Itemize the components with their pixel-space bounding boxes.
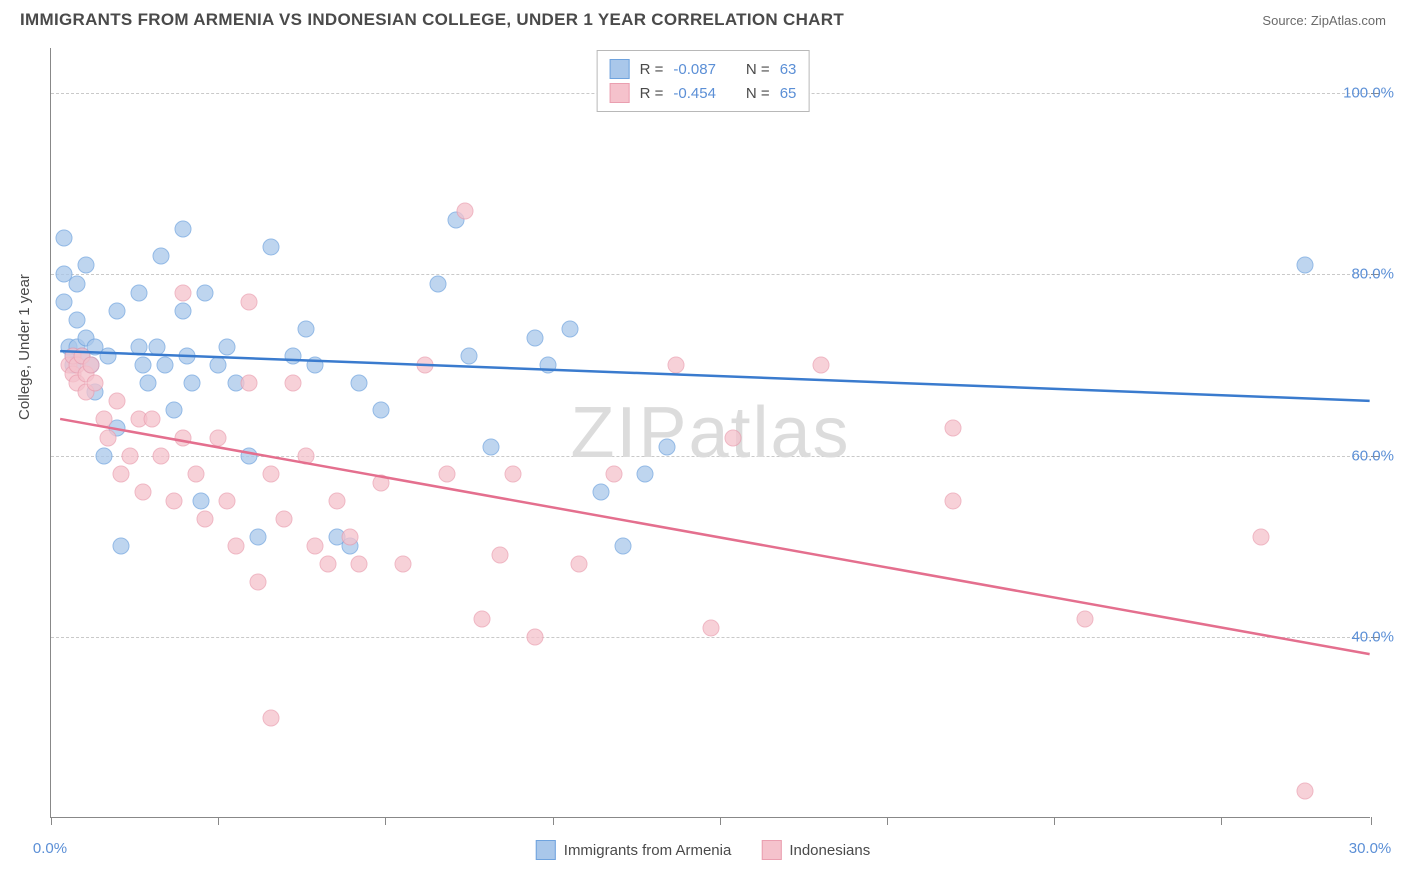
legend-stats-row: R = -0.087 N = 63 [610,57,797,81]
x-tick [385,817,386,825]
legend-series: Immigrants from Armenia Indonesians [536,840,870,860]
x-tick [553,817,554,825]
n-label: N = [746,85,770,102]
correlation-chart: ZIPatlas [50,48,1370,818]
trend-line [60,419,1369,654]
legend-swatch [761,840,781,860]
legend-swatch [610,83,630,103]
n-value: 63 [780,61,797,78]
x-tick [218,817,219,825]
legend-series-label: Indonesians [789,842,870,859]
source-label: Source: [1262,13,1307,28]
x-tick-label: 0.0% [33,840,67,857]
n-value: 65 [780,85,797,102]
x-tick [1221,817,1222,825]
header: IMMIGRANTS FROM ARMENIA VS INDONESIAN CO… [0,0,1406,36]
n-label: N = [746,61,770,78]
legend-stats: R = -0.087 N = 63 R = -0.454 N = 65 [597,50,810,112]
chart-svg [51,48,1370,817]
legend-series-label: Immigrants from Armenia [564,842,732,859]
legend-swatch [610,59,630,79]
r-value: -0.454 [673,85,716,102]
source-attribution: Source: ZipAtlas.com [1262,13,1386,28]
legend-series-item: Immigrants from Armenia [536,840,732,860]
r-value: -0.087 [673,61,716,78]
page-title: IMMIGRANTS FROM ARMENIA VS INDONESIAN CO… [20,10,844,30]
trend-line [60,351,1369,401]
x-tick [1371,817,1372,825]
x-tick [887,817,888,825]
x-tick-label: 30.0% [1349,840,1392,857]
x-tick [51,817,52,825]
r-label: R = [640,85,664,102]
y-axis-label: College, Under 1 year [16,274,33,420]
x-tick [720,817,721,825]
legend-swatch [536,840,556,860]
source-name: ZipAtlas.com [1311,13,1386,28]
x-tick [1054,817,1055,825]
r-label: R = [640,61,664,78]
legend-stats-row: R = -0.454 N = 65 [610,81,797,105]
legend-series-item: Indonesians [761,840,870,860]
